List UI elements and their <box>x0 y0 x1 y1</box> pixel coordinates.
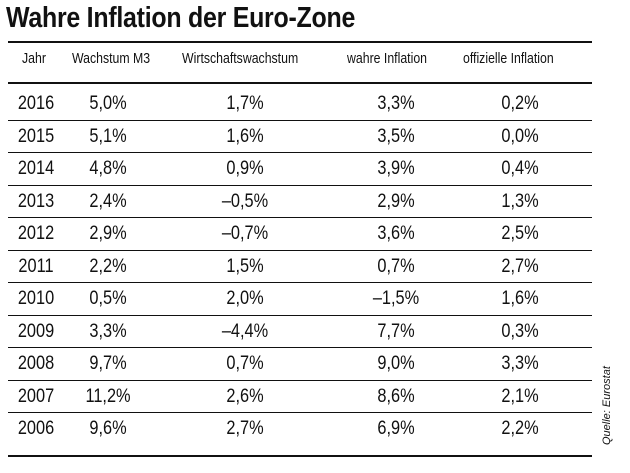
table-cell: 3,9% <box>377 158 415 179</box>
table-cell: 0,3% <box>501 320 539 342</box>
table-cell: 0,9% <box>226 158 264 179</box>
header-jahr: Jahr <box>22 50 46 67</box>
table-cell: 0,2% <box>501 93 539 114</box>
source-note: Quelle: Eurostat <box>601 366 613 445</box>
table-cell: 3,3% <box>501 353 539 374</box>
table-cell: 3,3% <box>377 93 415 114</box>
table-cell: 0,7% <box>377 255 415 277</box>
table-cell: –0,7% <box>221 223 269 244</box>
row-divider <box>8 249 592 251</box>
table-cell: 9,6% <box>89 418 127 439</box>
table-cell: 1,6% <box>226 125 264 147</box>
header-wirtschaftswachstum: Wirtschaftswachstum <box>182 50 299 67</box>
top-rule <box>8 41 592 43</box>
table-cell: 3,3% <box>89 320 127 342</box>
year-cell: 2013 <box>17 190 55 212</box>
table-cell: –0,5% <box>221 190 269 212</box>
year-cell: 2015 <box>17 125 55 147</box>
year-cell: 2012 <box>17 223 55 244</box>
row-divider <box>8 152 592 153</box>
row-divider <box>8 347 592 348</box>
year-cell: 2009 <box>17 320 55 342</box>
header-wachstum-m3: Wachstum M3 <box>72 50 151 67</box>
table-cell: 9,0% <box>377 353 415 374</box>
table-cell: 1,5% <box>226 255 264 277</box>
table-cell: 3,5% <box>377 125 415 147</box>
table-cell: 3,6% <box>377 223 415 244</box>
table-cell: 2,6% <box>226 385 264 407</box>
table-cell: 1,6% <box>501 288 539 309</box>
year-cell: 2007 <box>17 385 55 407</box>
table-cell: 1,7% <box>226 93 264 114</box>
year-cell: 2016 <box>17 93 55 114</box>
table-cell: –4,4% <box>221 320 269 342</box>
row-divider <box>8 184 592 186</box>
table-cell: 7,7% <box>377 320 415 342</box>
row-divider <box>8 379 592 381</box>
year-cell: 2011 <box>18 255 54 277</box>
header-offizielle-inflation: offizielle Inflation <box>463 50 554 67</box>
year-cell: 2006 <box>17 418 55 439</box>
table-cell: 2,4% <box>89 190 127 212</box>
table-cell: 9,7% <box>89 353 127 374</box>
table-cell: 5,0% <box>89 93 127 114</box>
year-cell: 2008 <box>17 353 55 374</box>
table-cell: 8,6% <box>377 385 415 407</box>
header-wahre-inflation: wahre Inflation <box>347 50 428 67</box>
table-cell: 0,5% <box>89 288 127 309</box>
table-title: Wahre Inflation der Euro-Zone <box>6 2 356 34</box>
row-divider <box>8 282 592 283</box>
table-cell: 4,8% <box>89 158 127 179</box>
table-cell: 2,9% <box>89 223 127 244</box>
row-divider <box>8 217 592 218</box>
year-cell: 2010 <box>17 288 55 309</box>
table-cell: 0,4% <box>501 158 539 179</box>
bottom-rule <box>8 455 592 457</box>
table-cell: 2,0% <box>226 288 264 309</box>
table-cell: 5,1% <box>89 125 127 147</box>
table-cell: 2,9% <box>377 190 415 212</box>
table-cell: 2,1% <box>501 385 539 407</box>
table-cell: 0,7% <box>226 353 264 374</box>
row-divider <box>8 412 592 413</box>
table-cell: 2,2% <box>501 418 539 439</box>
table-cell: 6,9% <box>377 418 415 439</box>
year-cell: 2014 <box>17 158 55 179</box>
row-divider <box>8 119 592 121</box>
table-cell: –1,5% <box>372 288 420 309</box>
table-cell: 1,3% <box>501 190 539 212</box>
table-cell: 2,7% <box>501 255 539 277</box>
table-cell: 2,7% <box>226 418 264 439</box>
row-divider <box>8 314 592 316</box>
table-cell: 0,0% <box>501 125 539 147</box>
table-cell: 2,2% <box>89 255 127 277</box>
header-rule <box>8 82 592 84</box>
table-cell: 2,5% <box>501 223 539 244</box>
table-cell: 11,2% <box>85 385 131 407</box>
